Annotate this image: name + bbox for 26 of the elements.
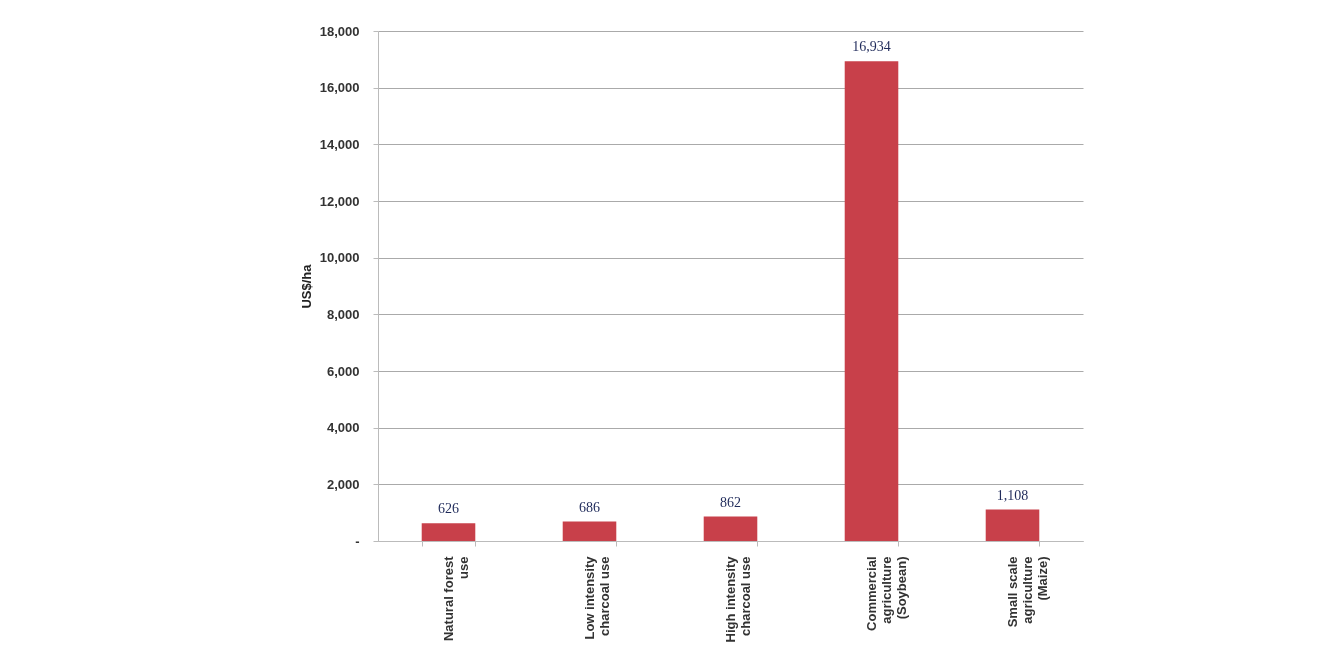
y-axis-title: US$/ha: [298, 263, 314, 309]
x-tick-label: Natural forest use: [441, 555, 471, 642]
data-label: 1,108: [996, 487, 1029, 503]
y-tick-label: 14,000: [319, 136, 360, 152]
bar: [985, 509, 1040, 541]
bar: [562, 521, 617, 541]
data-label: 686: [579, 499, 600, 515]
x-tick-label: High intensity charcoal use: [723, 555, 753, 643]
data-label: 862: [720, 494, 741, 510]
y-tick-label: 12,000: [319, 193, 360, 209]
bar: [421, 523, 476, 541]
y-tick-label: 4,000: [326, 420, 360, 436]
x-tick-label: Commercial agriculture (Soybean): [864, 556, 909, 631]
bar: [844, 61, 899, 541]
data-label: 626: [438, 501, 459, 517]
bar: [703, 516, 758, 541]
y-tick-label: 18,000: [319, 23, 360, 39]
y-tick-label: 10,000: [319, 250, 360, 266]
y-tick-label: 2,000: [326, 476, 360, 492]
y-tick-label: 16,000: [319, 80, 360, 96]
data-label: 16,934: [852, 39, 891, 55]
y-tick-label: 8,000: [326, 306, 360, 322]
y-tick-label: 6,000: [326, 363, 360, 379]
x-tick-label: Small scale agriculture (Maize): [1005, 556, 1050, 628]
y-tick-label: -: [355, 533, 360, 549]
x-tick-label: Low intensity charcoal use: [582, 555, 612, 640]
